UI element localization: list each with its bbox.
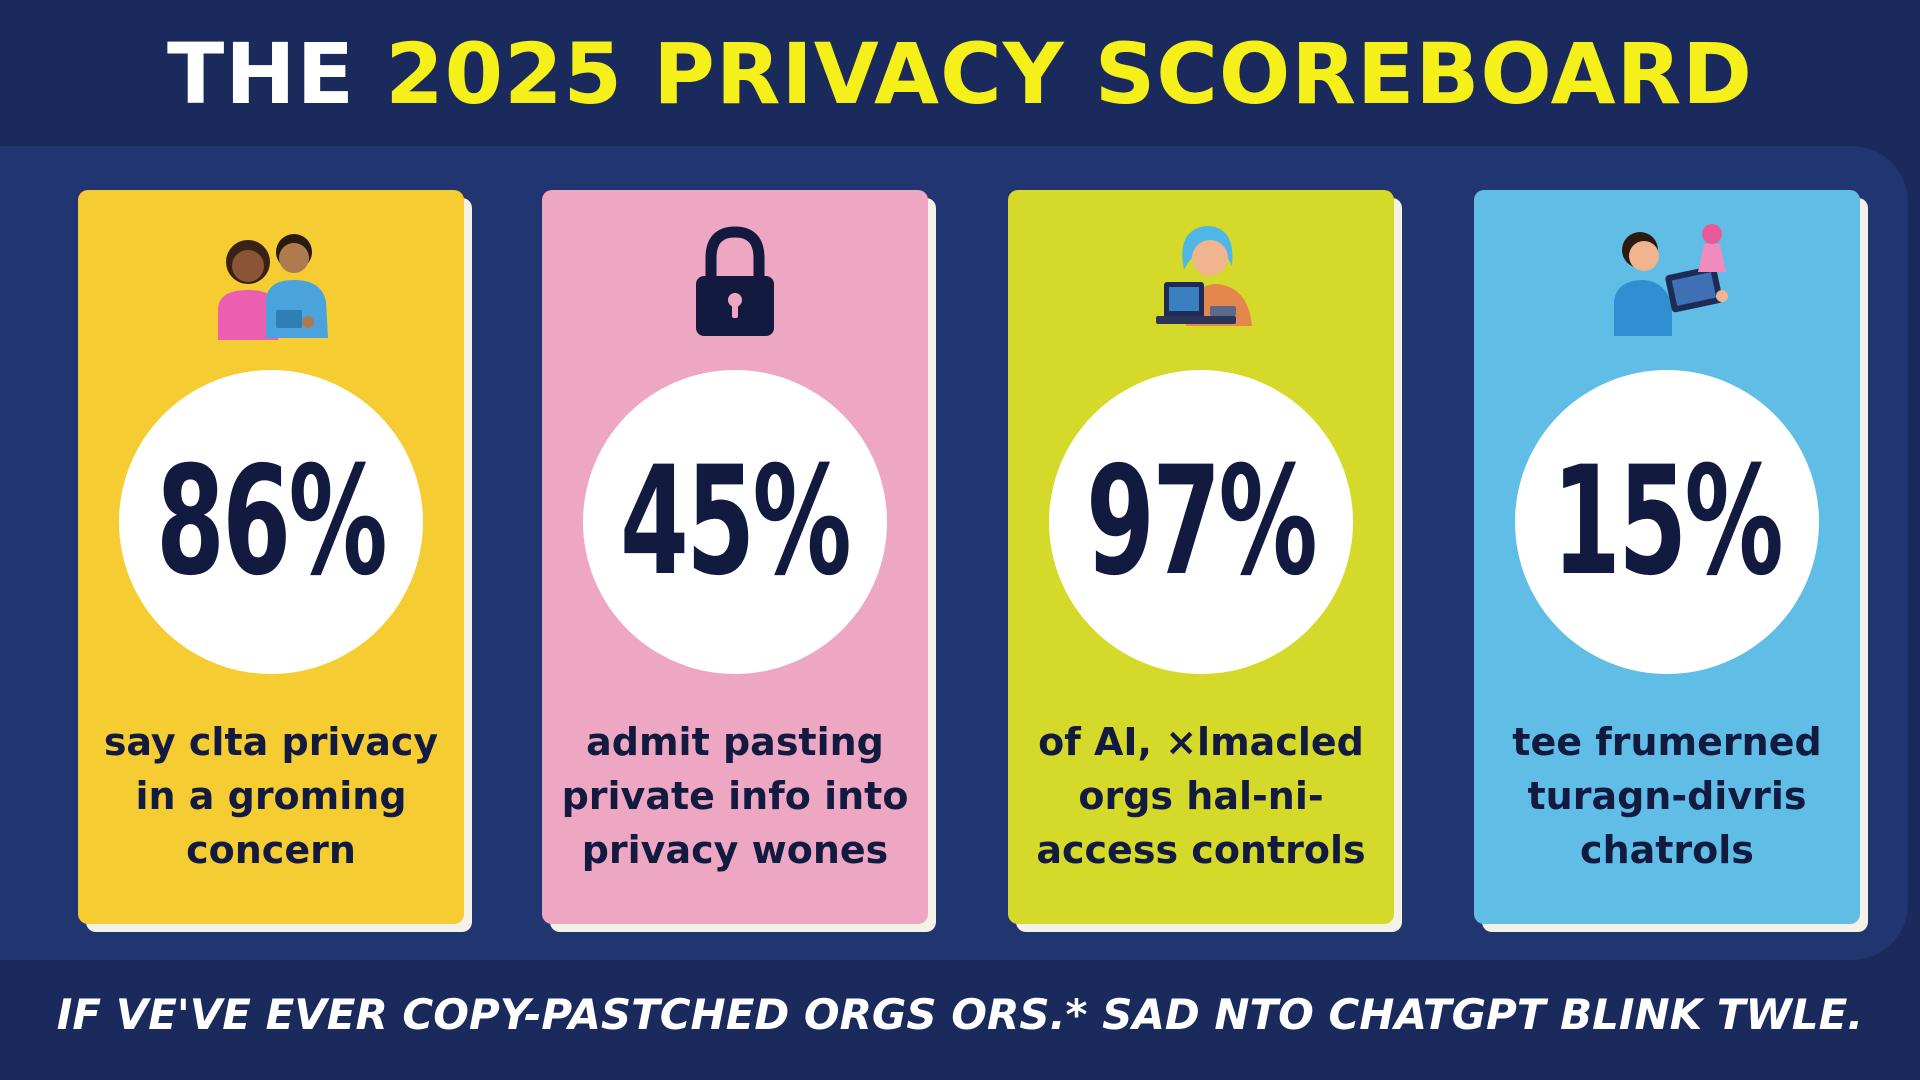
caption-line: turagn-divris <box>1527 774 1807 818</box>
caption-line: tee frumerned <box>1512 720 1822 764</box>
stat-caption: tee frumerned turagn-divris chatrols <box>1484 715 1850 877</box>
caption-line: chatrols <box>1580 828 1754 872</box>
caption-line: admit pasting <box>586 720 884 764</box>
caption-line: concern <box>186 828 356 872</box>
stat-circle: 45% <box>583 370 887 674</box>
caption-line: access controls <box>1036 828 1366 872</box>
footer-tagline: IF VE'VE EVER COPY-PASTCHED ORGS ORS.* S… <box>56 990 1864 1039</box>
stat-caption: say clta privacy in a groming concern <box>88 715 454 877</box>
stat-card-3: 97% of AI, ×lmacled orgs hal-ni- access … <box>1008 190 1394 924</box>
caption-line: privacy wones <box>581 828 889 872</box>
person-with-laptop-icon <box>1008 210 1394 340</box>
caption-line: in a groming <box>135 774 407 818</box>
caption-line: say clta privacy <box>103 720 439 764</box>
stat-circle: 15% <box>1515 370 1819 674</box>
stat-caption: of AI, ×lmacled orgs hal-ni- access cont… <box>1018 715 1384 877</box>
person-with-tablet-icon <box>1474 210 1860 340</box>
two-people-icon <box>78 210 464 340</box>
stat-value: 15% <box>1552 435 1784 609</box>
stat-value: 45% <box>620 435 852 609</box>
stat-card-2: 45% admit pasting private info into priv… <box>542 190 928 924</box>
caption-line: of AI, ×lmacled <box>1038 720 1364 764</box>
padlock-icon <box>542 210 928 340</box>
caption-line: orgs hal-ni- <box>1078 774 1324 818</box>
stat-circle: 97% <box>1049 370 1353 674</box>
title-highlight: 2025 PRIVACY SCOREBOARD <box>385 25 1753 123</box>
stat-caption: admit pasting private info into privacy … <box>552 715 918 877</box>
page-title: THE 2025 PRIVACY SCOREBOARD <box>0 22 1920 126</box>
caption-line: private info into <box>561 774 909 818</box>
stat-value: 86% <box>156 435 388 609</box>
stat-circle: 86% <box>119 370 423 674</box>
title-prefix: THE <box>166 25 386 123</box>
stat-value: 97% <box>1086 435 1318 609</box>
stat-card-1: 86% say clta privacy in a groming concer… <box>78 190 464 924</box>
stat-card-4: 15% tee frumerned turagn-divris chatrols <box>1474 190 1860 924</box>
